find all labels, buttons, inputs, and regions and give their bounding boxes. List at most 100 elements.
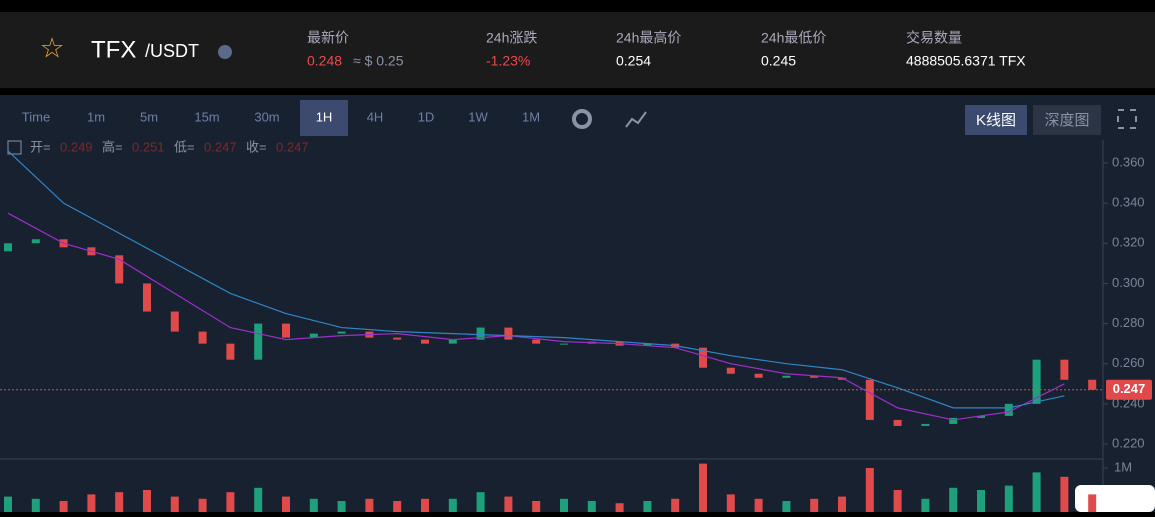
volume-bar	[865, 468, 874, 512]
price-tick-label: 0.220	[1112, 435, 1145, 450]
volume-bar	[838, 496, 846, 512]
info-icon[interactable]	[218, 45, 232, 59]
stat-label: 24h最低价	[761, 30, 826, 46]
volume-bar	[615, 503, 624, 512]
interval-active	[300, 100, 348, 136]
candle	[949, 417, 958, 424]
candle	[1088, 379, 1097, 390]
stat-extra: ≈ $ 0.25	[353, 53, 404, 69]
stat-value: -1.23%	[486, 53, 530, 69]
candle	[4, 243, 12, 252]
volume-bar	[893, 490, 902, 512]
ohlc-value: 0.247	[204, 139, 237, 154]
interval-button[interactable]: 1D	[418, 109, 435, 124]
volume-bar	[254, 487, 263, 512]
interval-button[interactable]: 4H	[367, 109, 384, 124]
volume-bar	[4, 496, 12, 512]
candle	[1060, 359, 1069, 380]
ohlc-label: 开=	[30, 139, 51, 154]
interval-button[interactable]: Time	[22, 109, 50, 124]
candle	[170, 311, 179, 332]
candle	[921, 423, 930, 426]
volume-bar	[782, 501, 791, 512]
volume-bar	[282, 496, 290, 512]
volume-bar	[448, 498, 457, 512]
price-tick-label: 0.260	[1112, 355, 1145, 370]
volume-bar	[726, 494, 735, 512]
volume-bar	[560, 498, 568, 512]
volume-bar	[587, 501, 596, 512]
candle	[643, 343, 652, 346]
last-price-box	[1106, 379, 1152, 400]
volume-bar	[977, 490, 985, 512]
ohlc-label: 收=	[246, 139, 267, 154]
candle	[726, 367, 735, 374]
indicator-icon[interactable]	[625, 111, 647, 128]
candle	[838, 377, 846, 380]
candle	[337, 331, 346, 334]
candle	[504, 327, 513, 340]
volume-bar	[699, 463, 707, 512]
candle	[782, 375, 791, 378]
candle	[421, 339, 429, 344]
candle	[143, 283, 151, 312]
view-tab[interactable]	[965, 105, 1027, 135]
stat-value: 0.245	[761, 53, 796, 69]
corner-widget	[1075, 485, 1155, 512]
volume-bar	[754, 498, 763, 512]
volume-bar	[226, 492, 235, 512]
candle	[977, 415, 985, 418]
volume-bar	[949, 487, 958, 512]
candle	[1032, 359, 1041, 404]
ohlc-value: 0.247	[276, 139, 309, 154]
ma-line	[7, 150, 1065, 409]
volume-bar	[1032, 472, 1041, 512]
interval-button[interactable]: 1m	[87, 109, 105, 124]
volume-bar	[643, 501, 652, 512]
candle	[226, 343, 235, 360]
candle	[198, 331, 207, 344]
stat-label: 24h涨跌	[486, 30, 537, 46]
settings-icon[interactable]	[572, 109, 592, 129]
candle	[699, 347, 707, 368]
volume-tick-label: 1M	[1114, 459, 1132, 474]
candle	[532, 339, 541, 344]
candle	[865, 379, 874, 420]
volume-bar	[1088, 494, 1097, 512]
interval-button[interactable]: 1W	[468, 109, 488, 124]
candle	[254, 323, 263, 360]
volume-bar	[1060, 476, 1069, 512]
candle	[810, 375, 819, 378]
candle	[893, 419, 902, 426]
volume-bar	[504, 496, 513, 512]
volume-bar	[365, 498, 374, 512]
volume-bar	[31, 498, 40, 512]
view-tab-label[interactable]: K线图	[976, 112, 1016, 129]
stat-value: 0.254	[616, 53, 651, 69]
stat-label: 交易数量	[906, 30, 962, 46]
stat-label: 最新价	[307, 30, 349, 46]
view-tab-label[interactable]: 深度图	[1044, 112, 1089, 129]
volume-bar	[143, 490, 151, 512]
last-price-label: 0.247	[1113, 381, 1146, 396]
fullscreen-icon[interactable]	[1117, 109, 1137, 129]
interval-button[interactable]: 1M	[522, 109, 540, 124]
volume-bar	[87, 494, 96, 512]
volume-bar	[921, 498, 930, 512]
interval-button[interactable]: 5m	[140, 109, 158, 124]
view-tab[interactable]	[1033, 105, 1101, 135]
volume-bar	[115, 492, 124, 512]
legend-toggle[interactable]	[7, 140, 22, 155]
interval-button[interactable]: 15m	[194, 109, 219, 124]
volume-bar	[1004, 485, 1013, 512]
price-tick-label: 0.340	[1112, 195, 1145, 210]
quote: /USDT	[145, 41, 199, 61]
candle	[448, 339, 457, 344]
star-icon[interactable]: ☆	[39, 32, 64, 63]
interval-button[interactable]: 30m	[254, 109, 279, 124]
volume-bar	[421, 498, 429, 512]
volume-bar	[532, 501, 541, 512]
interval-button[interactable]: 1H	[316, 109, 333, 124]
price-tick-label: 0.320	[1112, 235, 1145, 250]
candle	[115, 255, 124, 284]
